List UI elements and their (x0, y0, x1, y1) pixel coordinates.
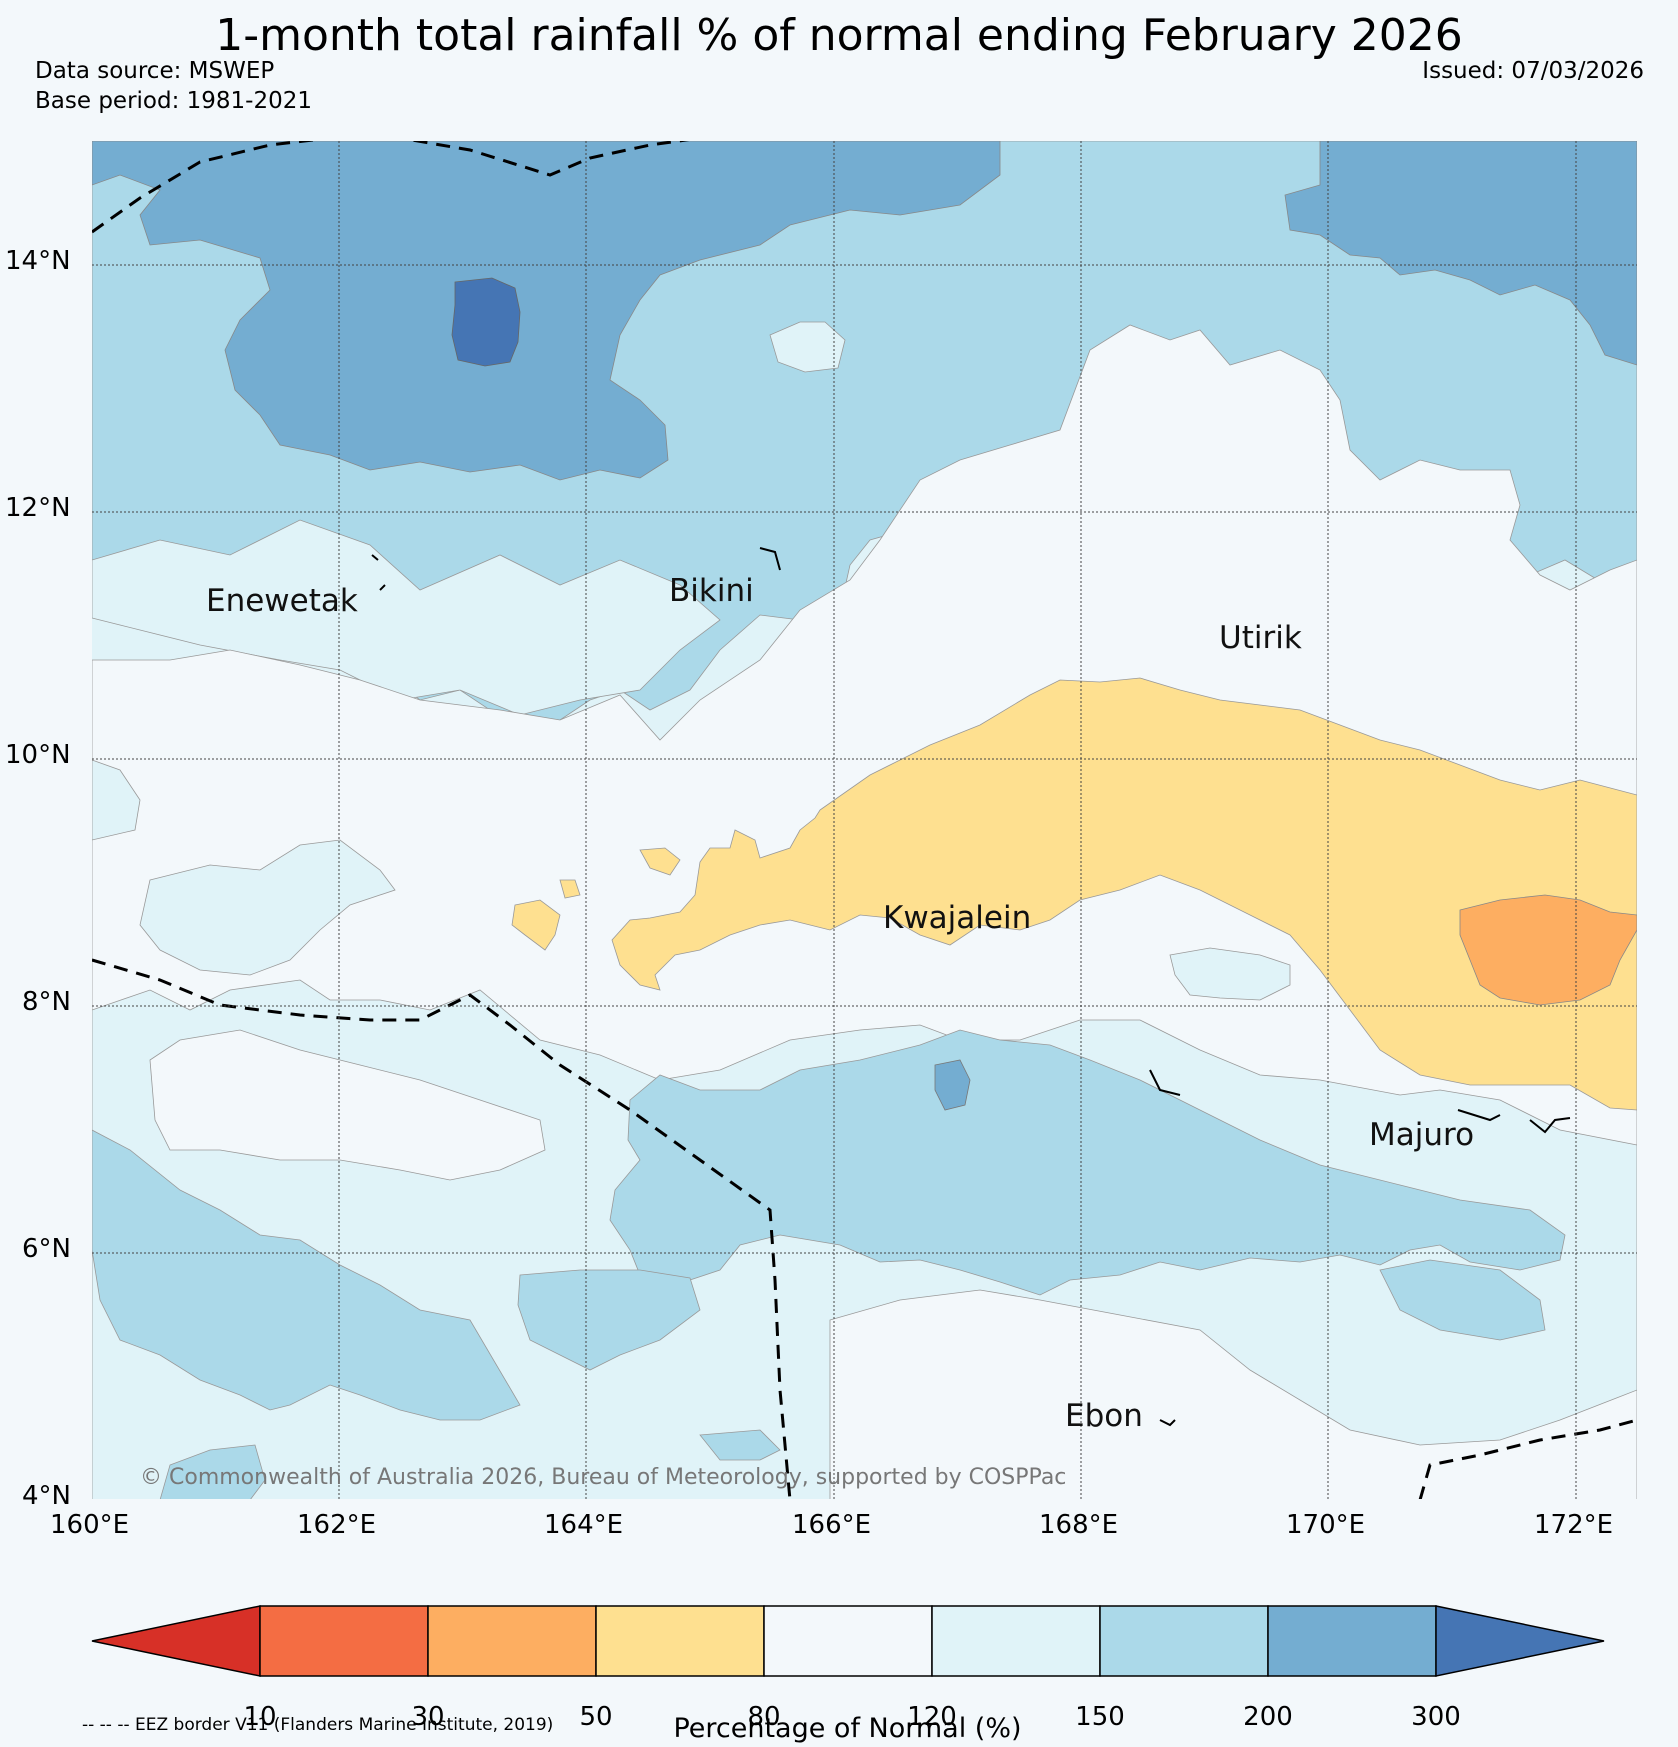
south-200-300-blob (934, 1059, 971, 1111)
copyright-notice: © Commonwealth of Australia 2026, Bureau… (140, 1465, 1067, 1490)
colorbar-title: Percentage of Normal (%) (673, 1713, 1022, 1744)
gridlines (92, 141, 1637, 1499)
lat-tick-12: 12°N (5, 493, 71, 523)
map-title: 1-month total rainfall % of normal endin… (215, 10, 1463, 61)
lon-tick-162: 162°E (297, 1510, 377, 1540)
south-80-120-pocket-east (829, 1289, 1637, 1499)
west-120-150-area (92, 759, 396, 976)
dry-50-80-islet-west (511, 847, 681, 951)
colorbar-label-10: 10 (243, 1702, 277, 1732)
north-east-150-area (1169, 947, 1291, 1001)
south-80-120-pocket-west (149, 1029, 546, 1181)
colorbar-bin-200-300 (1267, 1605, 1437, 1677)
lat-tick-10: 10°N (5, 740, 71, 770)
majuro-atoll (1457, 1109, 1571, 1134)
colorbar-label-300: 300 (1411, 1702, 1461, 1732)
label-utirik: Utirik (1219, 620, 1302, 656)
lon-tick-166: 166°E (792, 1510, 872, 1540)
label-kwajalein: Kwajalein (883, 900, 1032, 936)
colorbar-label-120: 120 (907, 1702, 957, 1732)
lat-tick-14: 14°N (5, 246, 71, 276)
dry-50-80-band (611, 677, 1637, 1111)
colorbar (91, 1605, 1605, 1677)
colorbar-label-150: 150 (1075, 1702, 1125, 1732)
north-east-200-300-region (1284, 141, 1637, 366)
lon-tick-164: 164°E (544, 1510, 624, 1540)
colorbar-bin-80-120 (763, 1605, 933, 1677)
atolls (371, 547, 1571, 1427)
colorbar-over (1435, 1605, 1605, 1677)
eez-west (92, 958, 792, 1499)
label-ebon: Ebon (1065, 1398, 1143, 1434)
south-150-200-band (609, 1029, 1566, 1296)
south-center-150-200-band (517, 1269, 701, 1371)
colorbar-bin-50-80 (595, 1605, 765, 1677)
colorbar-label-200: 200 (1243, 1702, 1293, 1732)
label-bikini: Bikini (669, 573, 754, 609)
eez-borders (92, 141, 1637, 1499)
lat-tick-6: 6°N (22, 1234, 71, 1264)
colorbar-under (91, 1605, 261, 1677)
colorbar-label-80: 80 (747, 1702, 781, 1732)
rainfall-contours (92, 141, 1637, 1499)
north-120-blob (769, 321, 846, 373)
north-200-300-region (92, 141, 1001, 481)
south-edge-150-200-blob (159, 1429, 781, 1499)
south-west-150-200-band (92, 1129, 521, 1421)
base-period: Base period: 1981-2021 (35, 88, 313, 114)
colorbar-label-30: 30 (411, 1702, 445, 1732)
kwajalein-atoll (1149, 1069, 1181, 1096)
lat-tick-4: 4°N (22, 1481, 71, 1511)
colorbar-bin-10-30 (259, 1605, 429, 1677)
lat-tick-8: 8°N (22, 987, 71, 1017)
eez-south-east (1418, 1418, 1637, 1499)
eez-legend-note: -- -- -- EEZ border V11 (Flanders Marine… (82, 1715, 554, 1735)
bikini-atoll (759, 547, 781, 571)
lon-tick-160: 160°E (50, 1510, 130, 1540)
lon-tick-170: 170°E (1286, 1510, 1366, 1540)
lon-tick-172: 172°E (1534, 1510, 1614, 1540)
label-enewetak: Enewetak (206, 583, 358, 619)
enewetak-atoll (371, 554, 386, 591)
issued-date: Issued: 07/03/2026 (1422, 58, 1644, 84)
ebon-atoll (1159, 1419, 1176, 1427)
eez-north (92, 141, 690, 234)
colorbar-bin-150-200 (1099, 1605, 1269, 1677)
colorbar-label-50: 50 (579, 1702, 613, 1732)
colorbar-bin-120-150 (931, 1605, 1101, 1677)
south-east-150-200-band (1379, 1259, 1546, 1341)
colorbar-bin-30-50 (427, 1605, 597, 1677)
very-dry-30-50-patch (1459, 894, 1637, 1006)
data-source: Data source: MSWEP (35, 58, 275, 84)
lon-tick-168: 168°E (1039, 1510, 1119, 1540)
label-majuro: Majuro (1369, 1117, 1475, 1153)
north-300-plus-blob (451, 277, 521, 367)
